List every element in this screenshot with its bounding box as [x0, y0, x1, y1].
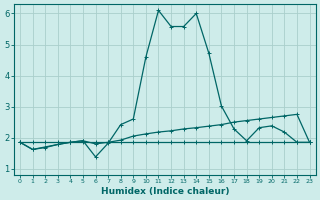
X-axis label: Humidex (Indice chaleur): Humidex (Indice chaleur) [100, 187, 229, 196]
